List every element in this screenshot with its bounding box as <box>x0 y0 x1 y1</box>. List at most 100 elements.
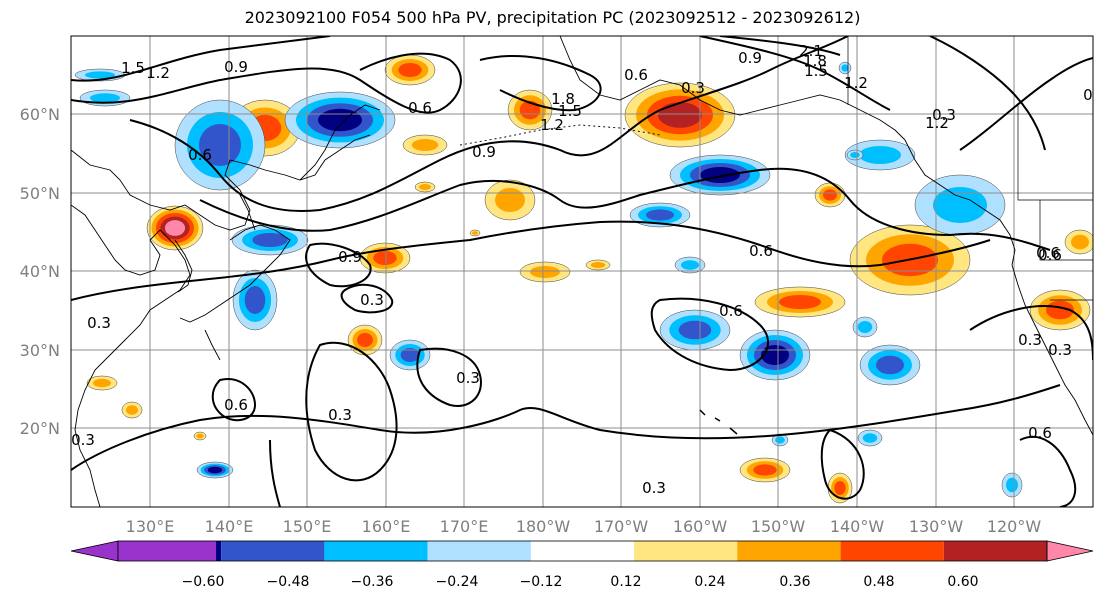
precip-fill <box>244 286 266 314</box>
precip-fill <box>1046 300 1074 320</box>
precip-fill <box>841 64 849 72</box>
contour-label: 1.2 <box>844 74 868 92</box>
lon-label: 150°W <box>751 517 806 536</box>
colorbar-tick-label: −0.12 <box>520 574 563 590</box>
colorbar-segment <box>221 541 325 561</box>
contour-label: 1.2 <box>925 114 949 132</box>
precip-fill <box>753 464 777 476</box>
contour-label: 0.3 <box>1018 331 1042 349</box>
map-plot-area: 1.5 0.91.20.60.30.91.21.51.80.60.32.11.81… <box>71 36 1105 507</box>
contour-label: 0.6 <box>1083 86 1105 104</box>
contour-label: 0.3 <box>932 106 956 124</box>
contour-label: 0.6 <box>224 396 248 414</box>
lon-label: 160°W <box>673 517 728 536</box>
contour-label: 0.3 <box>328 406 352 424</box>
lon-label: 150°E <box>283 517 332 536</box>
colorbar-extend-min <box>70 540 119 562</box>
precip-fill <box>495 188 525 212</box>
precip-fill <box>357 333 373 347</box>
colorbar-tick-label: −0.60 <box>182 574 225 590</box>
precip-fill <box>658 102 702 128</box>
precip-fill <box>834 481 846 495</box>
precip-fill <box>1006 477 1018 493</box>
lon-label: 170°W <box>594 517 649 536</box>
contour-label: 0.6 <box>719 302 743 320</box>
precip-fill <box>196 433 204 439</box>
precip-fill <box>823 189 837 201</box>
precip-fill <box>1071 234 1089 250</box>
colorbar-segment <box>118 541 217 561</box>
colorbar-extend-max <box>1046 540 1094 562</box>
contour-label: 0.6 <box>749 242 773 260</box>
latitude-labels: 60°N 50°N 40°N 30°N 20°N <box>20 105 60 438</box>
contour-label: 1.5 <box>804 62 828 80</box>
contour-label: 0.6 <box>1038 246 1062 264</box>
contour-label: 1.8 <box>803 52 827 70</box>
colorbar-segment <box>634 541 738 561</box>
map-frame <box>70 35 1094 508</box>
contour-label: 0.3 <box>360 291 384 309</box>
contour-label: 0.3 <box>1048 341 1072 359</box>
precip-fill <box>472 231 478 235</box>
colorbar-segment <box>840 541 944 561</box>
colorbar-segment <box>943 541 1047 561</box>
contour-label: 0.6 <box>408 99 432 117</box>
colorbar-segment <box>530 541 635 561</box>
precip-fill <box>857 321 873 333</box>
contour-label: 0.6 <box>624 66 648 84</box>
contour-label: 0.3 <box>681 79 705 97</box>
precip-fill <box>775 436 785 444</box>
precip-fill <box>252 233 288 247</box>
colorbar-tick-label: 0.24 <box>694 574 725 590</box>
lat-label: 40°N <box>20 262 60 281</box>
lon-label: 170°E <box>440 517 489 536</box>
colorbar-segment <box>427 541 531 561</box>
contour-label: 0.6 <box>188 146 212 164</box>
precip-fill <box>93 378 111 388</box>
lon-label: 140°E <box>205 517 254 536</box>
precip-fill <box>411 139 439 151</box>
precip-fill <box>419 184 431 190</box>
colorbar-tick-label: 0.36 <box>779 574 810 590</box>
lon-label: 120°W <box>987 517 1042 536</box>
precip-fill <box>850 152 860 158</box>
colorbar-segment <box>737 541 841 561</box>
precip-fill <box>681 260 699 270</box>
contour-label: 0.9 <box>738 49 762 67</box>
precip-fill <box>400 348 420 362</box>
colorbar-tick-labels: −0.60 −0.48 −0.36 −0.24 −0.12 0.12 0.24 0.36 0.4… <box>182 574 979 590</box>
precip-fill <box>678 320 712 340</box>
longitude-labels: 130°E 140°E 150°E 160°E 170°E 180°W 170°W 160°W… <box>126 517 1042 536</box>
lat-label: 20°N <box>20 419 60 438</box>
colorbar-tick-label: −0.24 <box>436 574 479 590</box>
lon-label: 130°W <box>909 517 964 536</box>
precip-fill <box>398 63 422 77</box>
colorbar <box>70 540 1094 562</box>
precip-fill <box>859 146 901 164</box>
contour-label: 0.6 <box>1036 244 1060 262</box>
colorbar-segment <box>324 541 428 561</box>
pv-contour-labels: 1.5 0.91.20.60.30.91.21.51.80.60.32.11.81… <box>71 42 1105 497</box>
pv-contours <box>71 36 1093 507</box>
precip-fill <box>646 209 674 221</box>
contour-label: 2.1 <box>799 42 823 60</box>
contour-label: 1.5 <box>121 59 145 77</box>
contour-label: 0.3 <box>87 314 111 332</box>
precip-fill <box>85 71 115 79</box>
precip-fill <box>933 187 987 223</box>
colorbar-tick-label: 0.60 <box>947 574 978 590</box>
contour-label: 0.3 <box>71 431 95 449</box>
contour-label: 0.9 <box>224 58 248 76</box>
colorbar-tick-label: 0.12 <box>610 574 641 590</box>
precip-fill <box>761 345 789 365</box>
map-title: 2023092100 F054 500 hPa PV, precipitatio… <box>244 8 861 27</box>
contour-label: 0.9 <box>472 143 496 161</box>
colorbar-tick-label: −0.48 <box>267 574 310 590</box>
lat-label: 50°N <box>20 184 60 203</box>
precip-fill <box>164 220 186 236</box>
precip-fill <box>126 405 138 415</box>
precip-fill <box>90 93 120 103</box>
precip-fill <box>590 262 606 268</box>
contour-label: 1.8 <box>551 90 575 108</box>
